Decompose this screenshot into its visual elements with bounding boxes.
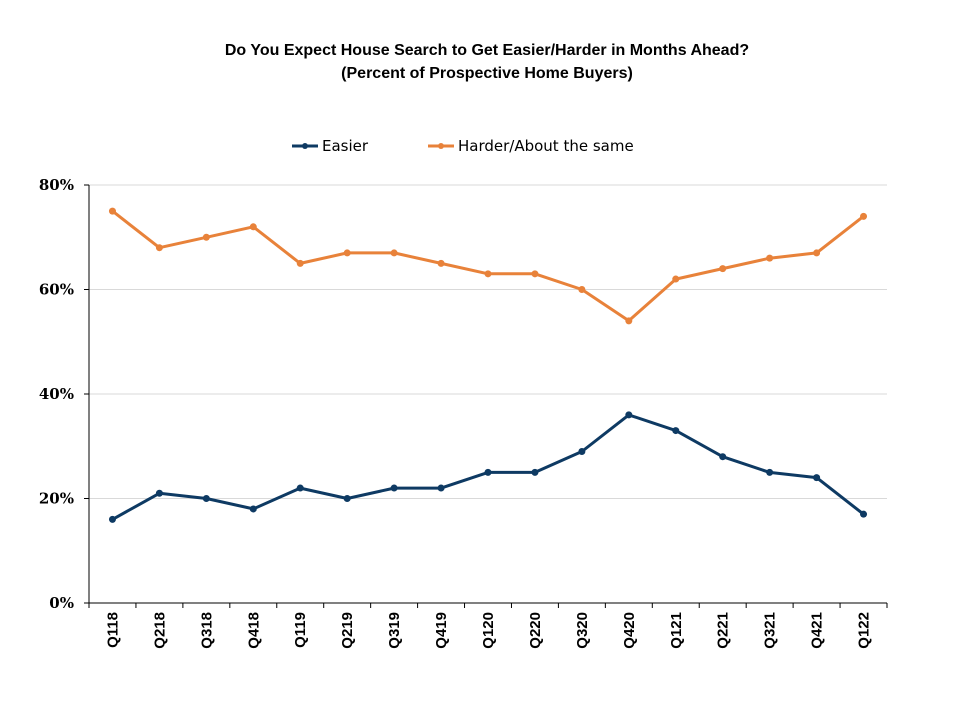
data-point-0 [249, 505, 257, 513]
data-point-0 [578, 447, 586, 455]
gridlines [89, 184, 887, 499]
y-tick-label: 20% [39, 490, 74, 508]
chart-title: Do You Expect House Search to Get Easier… [225, 42, 749, 59]
x-tick-label: Q221 [715, 612, 732, 649]
data-point-0 [296, 484, 304, 492]
y-axis-ticks: 0% 20% 40% 60% 80% [39, 176, 89, 612]
data-point-1 [625, 317, 633, 325]
x-tick-label: Q319 [386, 612, 403, 649]
data-point-1 [719, 265, 727, 273]
data-point-0 [766, 468, 774, 476]
chart-subtitle: (Percent of Prospective Home Buyers) [341, 65, 633, 82]
x-tick-label: Q419 [433, 612, 450, 649]
data-point-0 [484, 468, 492, 476]
data-point-0 [813, 474, 821, 482]
data-point-1 [108, 207, 116, 215]
data-point-0 [672, 427, 680, 435]
data-point-1 [343, 249, 351, 257]
x-axis-ticks: Q118 Q218 Q318 Q418 Q119 Q219 Q319 Q419 Q120 Q220… [88, 603, 888, 649]
data-point-1 [390, 249, 398, 257]
x-tick-label: Q420 [621, 612, 638, 649]
data-point-0 [155, 489, 163, 497]
x-tick-label: Q121 [668, 612, 685, 649]
x-tick-label: Q218 [151, 612, 168, 649]
data-point-0 [860, 510, 868, 518]
x-tick-label: Q320 [574, 612, 591, 649]
series-group [108, 207, 868, 523]
data-point-0 [625, 411, 633, 419]
x-tick-label: Q421 [809, 612, 826, 649]
data-point-1 [249, 223, 257, 231]
data-point-0 [343, 495, 351, 502]
data-point-1 [860, 212, 868, 220]
x-tick-label: Q120 [480, 612, 497, 649]
data-point-1 [766, 254, 774, 262]
legend-item-easier: Easier [292, 137, 369, 155]
x-tick-label: Q219 [339, 612, 356, 649]
data-point-1 [578, 286, 586, 293]
x-tick-label: Q321 [762, 612, 779, 649]
data-point-1 [437, 259, 445, 267]
x-tick-label: Q122 [856, 612, 873, 649]
y-tick-label: 40% [39, 385, 74, 403]
data-point-1 [296, 259, 304, 267]
series-line-1 [111, 209, 865, 323]
x-tick-label: Q220 [527, 612, 544, 649]
legend-item-harder: Harder/About the same [428, 137, 634, 155]
x-tick-label: Q418 [245, 612, 262, 649]
axes [88, 185, 887, 604]
legend: Easier Harder/About the same [292, 137, 634, 155]
legend-marker-easier [302, 143, 308, 149]
x-tick-label: Q118 [104, 612, 121, 648]
data-point-1 [155, 244, 163, 252]
data-point-0 [202, 495, 210, 502]
x-tick-label: Q318 [198, 612, 215, 649]
data-point-1 [813, 249, 821, 257]
x-tick-label: Q119 [292, 612, 309, 648]
data-point-1 [672, 275, 680, 283]
data-point-1 [484, 270, 492, 278]
data-point-0 [108, 515, 116, 523]
legend-label-easier: Easier [322, 137, 369, 155]
data-point-0 [531, 468, 539, 476]
series-line-0 [111, 413, 865, 521]
data-point-0 [719, 453, 727, 461]
legend-marker-harder [438, 143, 444, 149]
data-point-0 [390, 484, 398, 492]
data-point-1 [531, 270, 539, 278]
data-point-0 [437, 484, 445, 492]
y-tick-label: 80% [39, 176, 74, 194]
legend-label-harder: Harder/About the same [458, 137, 634, 155]
y-tick-label: 0% [49, 594, 74, 612]
y-tick-label: 60% [39, 281, 74, 299]
data-point-1 [202, 233, 210, 241]
